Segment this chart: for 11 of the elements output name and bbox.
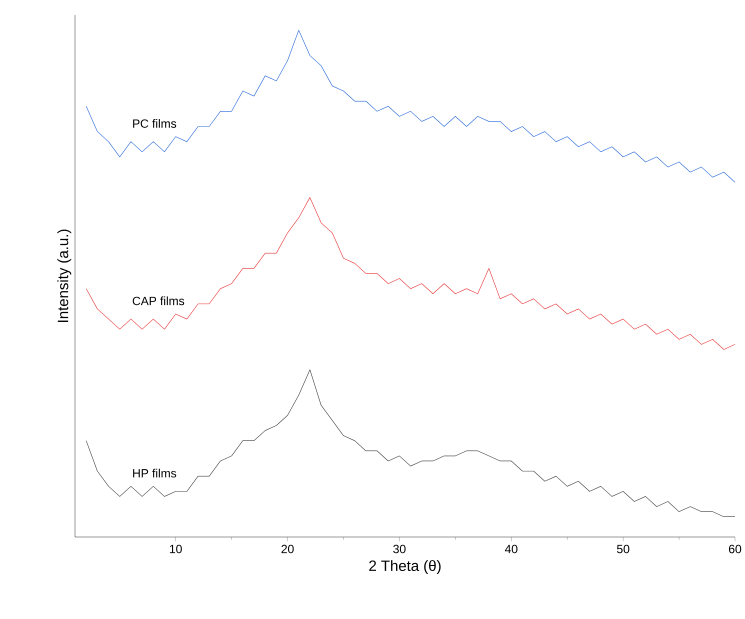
x-axis-title: 2 Theta (θ) bbox=[369, 560, 441, 574]
x-tick-label: 30 bbox=[393, 544, 406, 554]
x-tick-label: 40 bbox=[504, 544, 518, 554]
x-tick-label: 60 bbox=[728, 544, 742, 554]
x-tick-label: 10 bbox=[170, 544, 182, 554]
x-tick-label: 20 bbox=[281, 544, 294, 554]
series-label: CAP films bbox=[132, 296, 184, 306]
y-axis-title: Intensity (a.u.) bbox=[57, 230, 72, 322]
series-label: PC films bbox=[133, 119, 176, 128]
x-tick-label: 50 bbox=[616, 544, 630, 554]
series-label: HP films bbox=[133, 468, 176, 478]
